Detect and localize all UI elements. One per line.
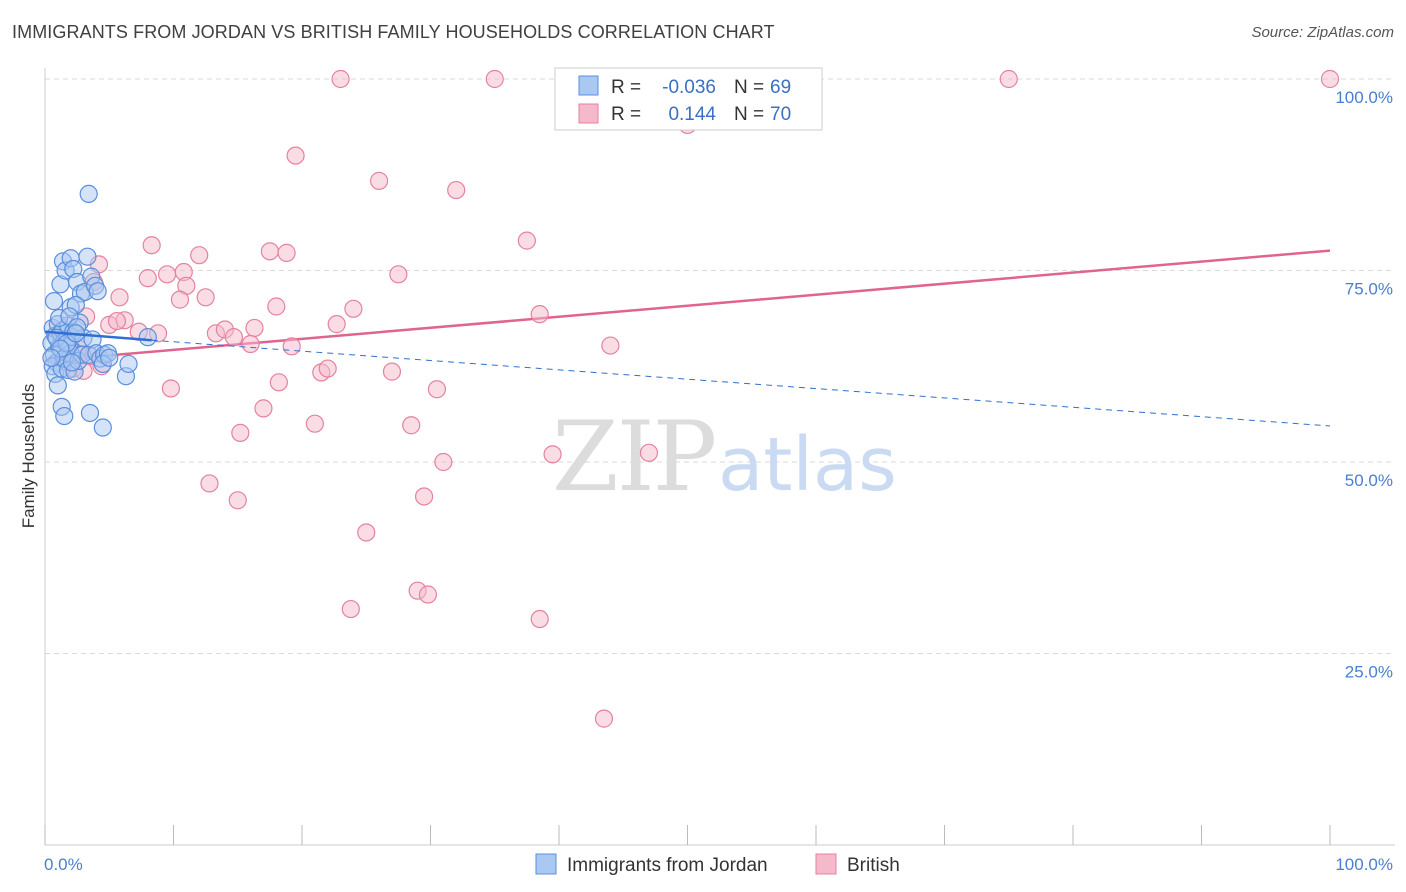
data-point [267, 297, 286, 316]
data-point [530, 609, 549, 629]
data-point [370, 171, 389, 190]
data-point [224, 328, 243, 347]
data-point [79, 184, 98, 203]
legend-swatch-jordan [578, 75, 599, 96]
data-point [170, 290, 190, 309]
data-point [402, 416, 421, 435]
legend-r-value: -0.036 [662, 77, 716, 98]
data-point [93, 418, 112, 437]
data-point [269, 373, 288, 392]
data-point [138, 269, 157, 288]
data-point [318, 359, 337, 378]
data-point [999, 69, 1018, 89]
data-point [245, 318, 264, 338]
x-tick-label: 0.0% [44, 855, 83, 874]
data-point [190, 246, 209, 265]
legend-swatch-jordan [535, 853, 557, 875]
trend-line-jordan [44, 330, 1331, 427]
data-point [200, 474, 219, 493]
points-jordan [42, 184, 157, 437]
series-legend: Immigrants from Jordan British [535, 853, 900, 876]
data-point [161, 379, 181, 398]
data-point [344, 299, 363, 318]
axes [44, 68, 1395, 846]
x-tick-labels: 0.0% 100.0% [44, 855, 1393, 874]
watermark-atlas: atlas [718, 422, 897, 508]
legend-swatch-british [815, 853, 837, 875]
data-point [62, 353, 82, 372]
data-point [357, 523, 376, 542]
data-point [78, 247, 97, 266]
data-point [48, 376, 67, 395]
y-axis-label: Family Households [19, 384, 38, 529]
data-point [639, 443, 659, 462]
data-point [447, 180, 466, 200]
data-point [277, 243, 296, 262]
data-point [138, 328, 157, 347]
data-point [55, 406, 74, 426]
data-point [228, 491, 247, 510]
legend-n-value: 70 [770, 104, 791, 125]
watermark-zip: ZIP [552, 401, 715, 513]
data-point [44, 292, 64, 311]
legend-n-label: N = [734, 104, 764, 125]
data-point [107, 311, 127, 331]
trend-line-dashed [151, 339, 1331, 427]
data-point [80, 403, 100, 423]
data-point [543, 445, 562, 464]
data-point [119, 354, 138, 374]
legend-label-british: British [847, 855, 900, 876]
data-point [485, 69, 504, 89]
data-point [389, 265, 408, 284]
legend-n-label: N = [734, 77, 764, 98]
correlation-legend: R = -0.036 N = 69 R = 0.144 N = 70 [554, 67, 823, 131]
data-point [418, 585, 438, 604]
y-tick-label: 25.0% [1345, 663, 1393, 682]
legend-r-label: R = [611, 77, 641, 98]
data-point [1320, 69, 1340, 89]
data-point [601, 336, 620, 355]
legend-n-value: 69 [770, 77, 791, 98]
data-point [517, 231, 536, 250]
grid-lines [45, 78, 1395, 654]
data-point [427, 380, 447, 399]
y-tick-label: 75.0% [1345, 280, 1393, 299]
legend-r-label: R = [611, 104, 641, 125]
y-tick-label: 50.0% [1345, 471, 1393, 490]
data-point [241, 334, 260, 354]
data-point [331, 69, 350, 89]
data-point [157, 265, 177, 284]
data-point [142, 236, 161, 255]
data-point [327, 315, 346, 334]
data-point [282, 337, 301, 356]
data-point [414, 487, 434, 506]
chart-title: IMMIGRANTS FROM JORDAN VS BRITISH FAMILY… [12, 22, 775, 42]
data-point [254, 399, 273, 418]
data-point [530, 305, 549, 324]
data-point [305, 414, 324, 433]
data-point [88, 282, 107, 301]
data-point [196, 288, 215, 307]
trend-line-solid [44, 330, 152, 342]
source-label: Source: ZipAtlas.com [1251, 24, 1394, 41]
legend-swatch-british [578, 103, 599, 124]
data-point [434, 452, 453, 472]
legend-r-value: 0.144 [668, 104, 716, 125]
legend-label-jordan: Immigrants from Jordan [567, 855, 768, 876]
y-tick-labels: 25.0% 50.0% 75.0% 100.0% [1335, 88, 1393, 682]
data-point [594, 709, 614, 728]
data-point [42, 348, 61, 367]
data-point [382, 362, 402, 381]
y-tick-label: 100.0% [1335, 88, 1393, 107]
watermark: ZIP atlas [552, 401, 897, 513]
data-point [286, 146, 305, 165]
data-point [231, 423, 250, 442]
data-point [341, 599, 360, 619]
points-british [56, 69, 1340, 728]
x-tick-label: 100.0% [1335, 855, 1393, 874]
data-point [260, 242, 279, 261]
data-point [110, 288, 129, 307]
data-point [100, 348, 119, 367]
